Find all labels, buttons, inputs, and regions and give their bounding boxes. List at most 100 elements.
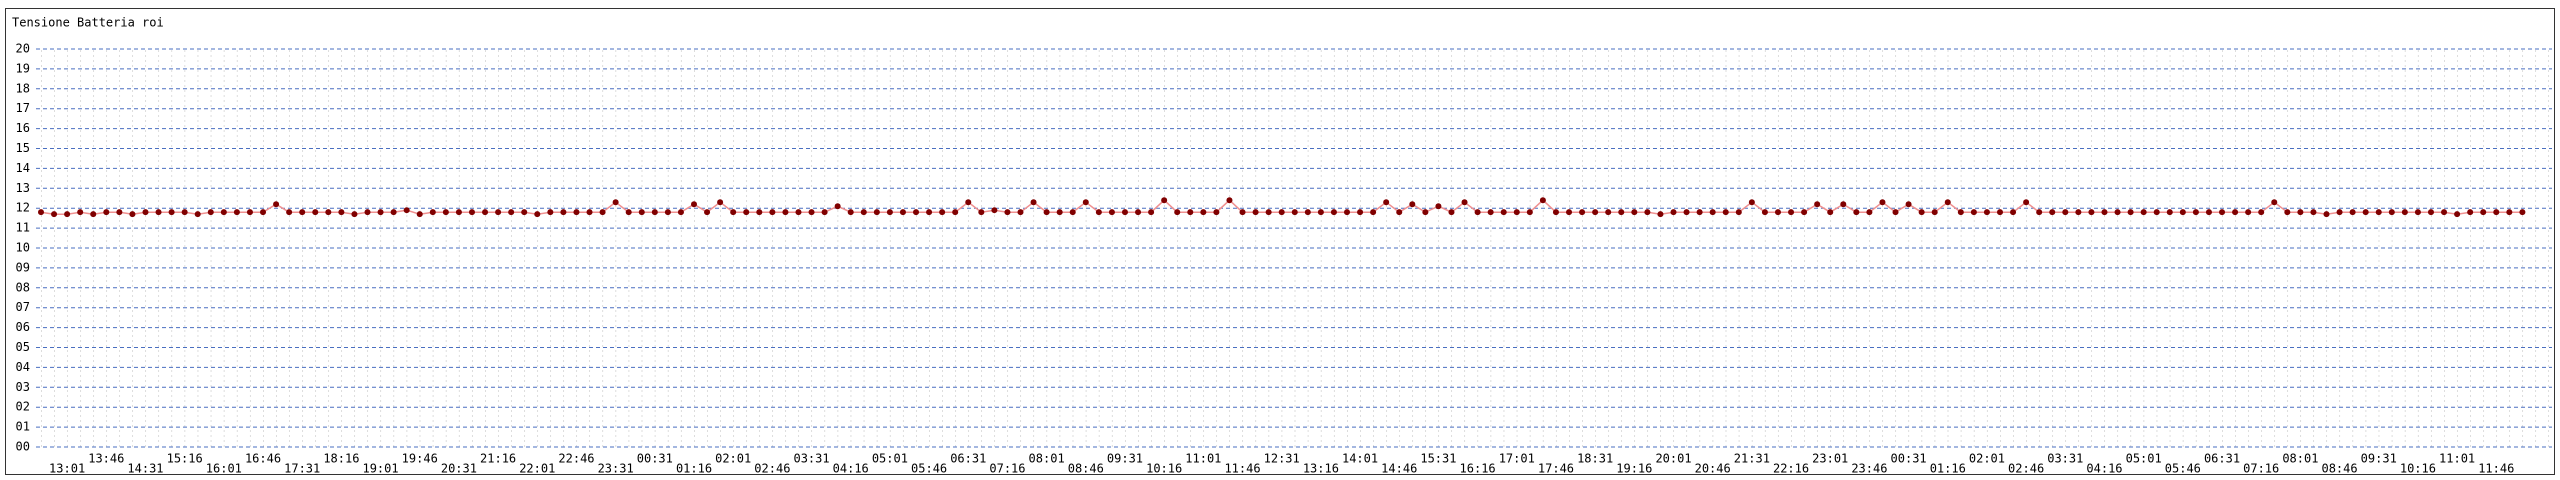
data-point — [1448, 209, 1455, 216]
x-tick-label: 17:31 — [284, 462, 320, 476]
data-point — [899, 209, 906, 216]
data-point — [1840, 201, 1847, 208]
data-point — [1657, 211, 1664, 218]
data-point — [599, 209, 606, 216]
data-point — [521, 209, 528, 216]
data-point — [2297, 209, 2304, 216]
data-point — [586, 209, 593, 216]
data-point — [2284, 209, 2291, 216]
x-tick-label: 12:31 — [1264, 452, 1300, 466]
data-point — [116, 209, 123, 216]
data-point — [1539, 197, 1546, 204]
data-point — [207, 209, 214, 216]
y-tick-label: 16 — [16, 121, 30, 135]
data-point — [1683, 209, 1690, 216]
x-tick-label: 11:46 — [2478, 462, 2514, 476]
data-point — [2219, 209, 2226, 216]
data-point — [233, 209, 240, 216]
x-tick-label: 11:46 — [1224, 462, 1260, 476]
y-tick-label: 09 — [16, 260, 30, 274]
data-point — [1513, 209, 1520, 216]
data-point — [64, 211, 71, 218]
data-point — [730, 209, 737, 216]
data-point — [1670, 209, 1677, 216]
x-tick-label: 02:46 — [754, 462, 790, 476]
x-tick-label: 02:01 — [715, 452, 751, 466]
data-point — [2101, 209, 2108, 216]
data-point — [2467, 209, 2474, 216]
data-point — [821, 209, 828, 216]
data-point — [442, 209, 449, 216]
data-point — [482, 209, 489, 216]
data-point — [2271, 199, 2278, 206]
data-point — [1370, 209, 1377, 216]
x-tick-label: 02:46 — [2008, 462, 2044, 476]
data-point — [978, 209, 985, 216]
data-point — [1618, 209, 1625, 216]
data-point — [664, 209, 671, 216]
y-tick-label: 19 — [16, 61, 30, 75]
data-point — [455, 209, 462, 216]
data-point — [1774, 209, 1781, 216]
data-point — [168, 209, 175, 216]
data-point — [847, 209, 854, 216]
data-point — [1709, 209, 1716, 216]
x-tick-label: 01:16 — [1930, 462, 1966, 476]
data-point — [2245, 209, 2252, 216]
data-point — [246, 209, 253, 216]
data-point — [2310, 209, 2317, 216]
x-tick-label: 22:16 — [1773, 462, 1809, 476]
data-point — [913, 209, 920, 216]
data-point — [1344, 209, 1350, 216]
x-tick-label: 07:16 — [989, 462, 1025, 476]
y-tick-label: 14 — [16, 161, 30, 175]
y-tick-label: 08 — [16, 280, 30, 294]
data-point — [260, 209, 267, 216]
data-point — [704, 209, 711, 216]
data-point — [560, 209, 567, 216]
data-point — [886, 209, 893, 216]
y-tick-label: 04 — [16, 360, 30, 374]
data-point — [2010, 209, 2017, 216]
data-point — [1357, 209, 1364, 216]
data-point — [1461, 199, 1468, 206]
data-point — [2166, 209, 2173, 216]
x-tick-label: 04:16 — [2086, 462, 2122, 476]
data-point — [1121, 209, 1128, 216]
data-point — [299, 209, 306, 216]
x-tick-label: 07:16 — [2243, 462, 2279, 476]
x-tick-label: 05:46 — [911, 462, 947, 476]
data-point — [1696, 209, 1703, 216]
data-point — [1500, 209, 1507, 216]
data-point — [2454, 211, 2461, 218]
x-tick-label: 03:31 — [2047, 452, 2083, 466]
y-tick-label: 15 — [16, 141, 30, 155]
data-point — [194, 211, 201, 218]
x-tick-label: 21:31 — [1734, 452, 1770, 466]
x-tick-label: 15:31 — [1420, 452, 1456, 466]
y-tick-label: 11 — [16, 221, 30, 235]
data-point — [1487, 209, 1494, 216]
chart-title: Tensione Batteria roi — [12, 16, 164, 30]
data-point — [808, 209, 815, 216]
data-point — [2323, 211, 2330, 218]
data-point — [926, 209, 933, 216]
data-point — [2506, 209, 2513, 216]
data-point — [38, 209, 44, 216]
x-tick-label: 15:16 — [167, 452, 203, 466]
y-tick-label: 03 — [16, 380, 30, 394]
data-point — [2140, 209, 2147, 216]
data-point — [312, 209, 319, 216]
x-tick-label: 04:16 — [833, 462, 869, 476]
x-tick-label: 13:16 — [1303, 462, 1339, 476]
x-tick-label: 20:01 — [1655, 452, 1691, 466]
data-point — [2023, 199, 2030, 206]
data-point — [991, 207, 998, 214]
data-point — [51, 211, 58, 218]
data-point — [1148, 209, 1155, 216]
y-tick-label: 02 — [16, 400, 30, 414]
data-point — [1278, 209, 1285, 216]
x-tick-label: 16:01 — [206, 462, 242, 476]
data-point — [1631, 209, 1638, 216]
